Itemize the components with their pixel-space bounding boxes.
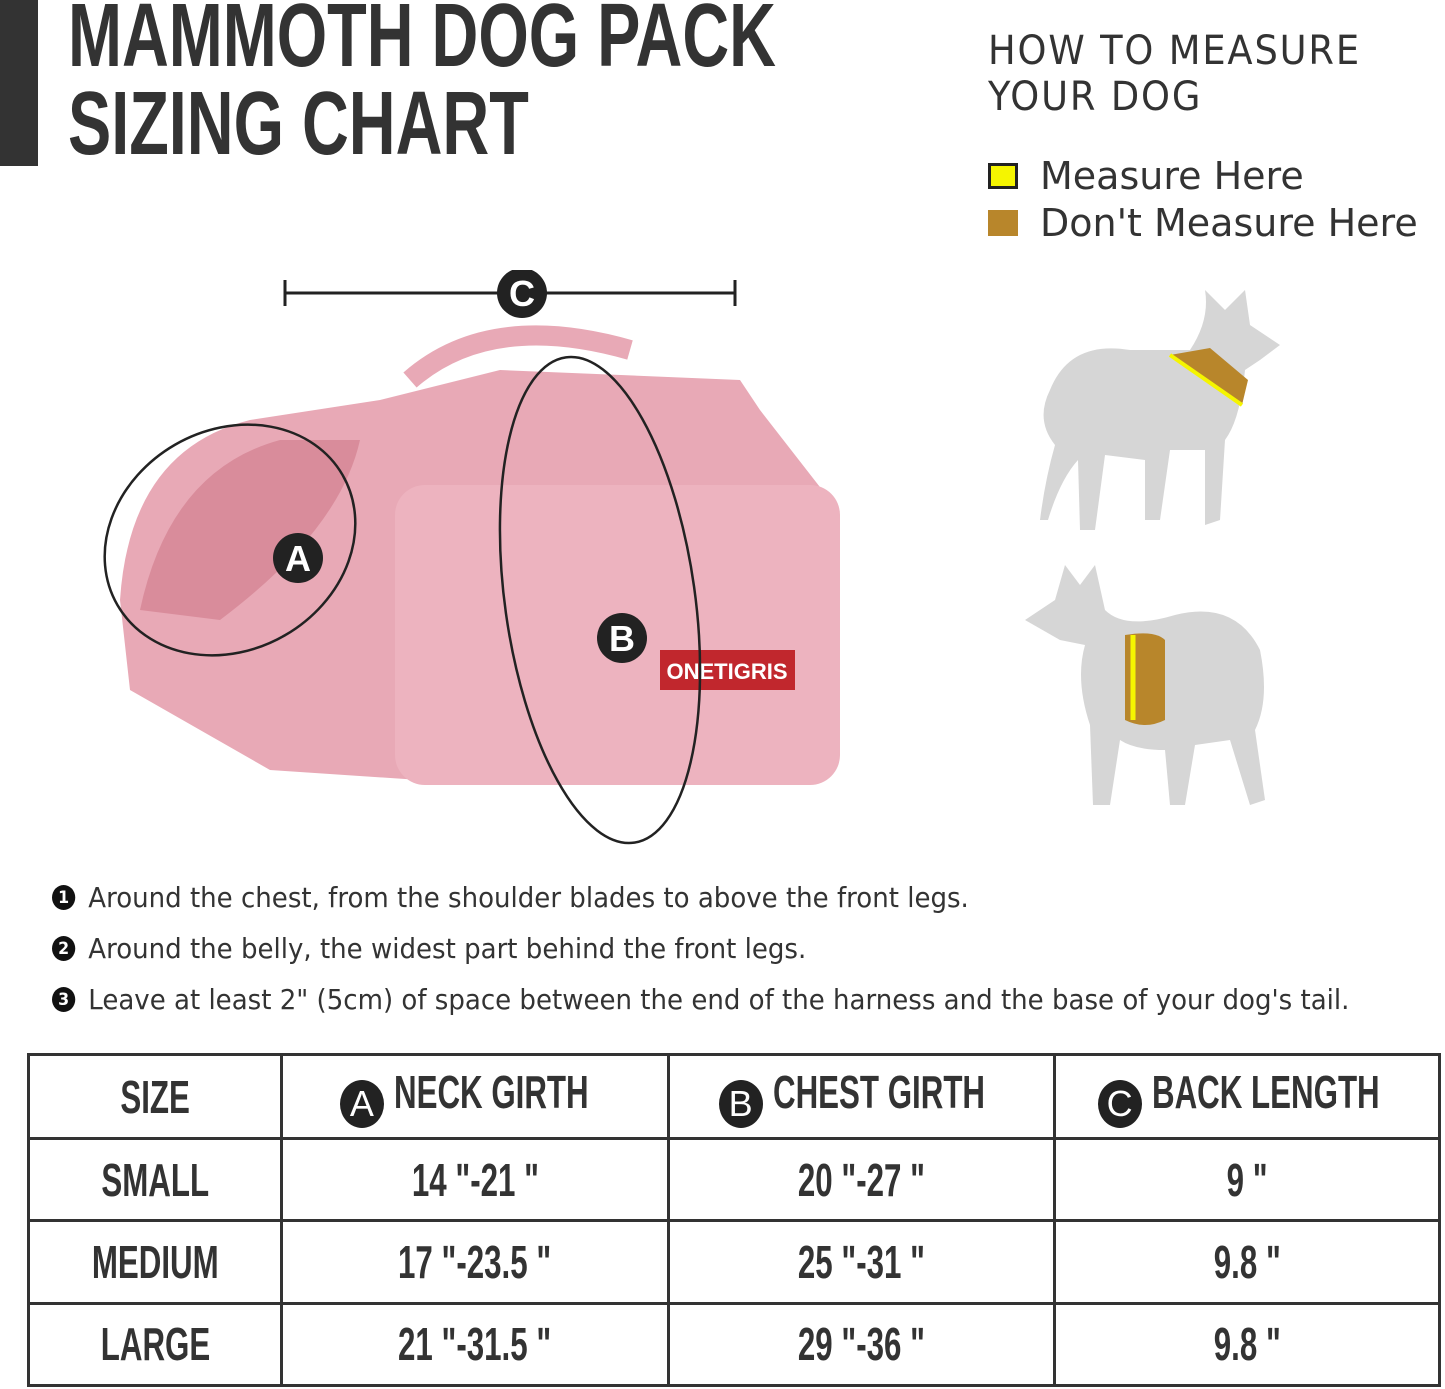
header-chest-girth: B CHEST GIRTH (667, 1053, 1056, 1140)
table-row: SMALL 14 "-21 " 20 "-27 " 9 " (27, 1136, 1441, 1223)
cell-size: SMALL (27, 1136, 283, 1223)
title-line-2: SIZING CHART (68, 74, 529, 174)
badge-b-icon: B (718, 1079, 763, 1128)
badge-a-icon: A (339, 1079, 384, 1128)
instruction-text: Leave at least 2" (5cm) of space between… (88, 983, 1350, 1016)
marker-c-icon: C (497, 270, 547, 318)
legend-label: Measure Here (1040, 154, 1304, 198)
dog-neck-illustration (1040, 290, 1280, 530)
table-row: LARGE 21 "-31.5 " 29 "-36 " 9.8 " (27, 1301, 1441, 1388)
table-row: MEDIUM 17 "-23.5 " 25 "-31 " 9.8 " (27, 1219, 1441, 1305)
instruction-text: Around the belly, the widest part behind… (88, 932, 807, 965)
legend-dont-measure-here: Don't Measure Here (988, 201, 1418, 245)
cell-back: 9.8 " (1053, 1301, 1441, 1388)
dog-silhouette-icon (1040, 290, 1280, 530)
cell-neck: 21 "-31.5 " (280, 1301, 670, 1388)
instruction-item: 1 Around the chest, from the shoulder bla… (52, 872, 1349, 923)
measure-title-line-2: YOUR DOG (988, 74, 1203, 120)
legend-label: Don't Measure Here (1040, 201, 1418, 245)
dog-pack-diagram: ONETIGRIS C A B (103, 270, 840, 845)
svg-text:A: A (285, 538, 311, 579)
svg-text:B: B (609, 618, 635, 659)
measure-title-line-1: HOW TO MEASURE (988, 28, 1361, 74)
dog-chest-illustration (1025, 565, 1265, 805)
brand-label: ONETIGRIS (666, 659, 787, 684)
size-table: SIZE A NECK GIRTH B CHEST GIRTH C BACK LENG… (27, 1053, 1441, 1388)
marker-b-icon: B (597, 613, 647, 663)
instructions-list: 1 Around the chest, from the shoulder bla… (52, 872, 1445, 1025)
cell-chest: 29 "-36 " (667, 1301, 1056, 1388)
cell-neck: 14 "-21 " (280, 1136, 670, 1223)
yellow-swatch-icon (988, 163, 1018, 189)
table-header-row: SIZE A NECK GIRTH B CHEST GIRTH C BACK LENG… (27, 1053, 1441, 1140)
how-to-measure-title: HOW TO MEASURE YOUR DOG (988, 28, 1361, 120)
svg-text:C: C (509, 273, 535, 314)
page-title: MAMMOTH DOG PACK SIZING CHART (68, 0, 1051, 174)
bullet-number-icon: 3 (52, 987, 76, 1012)
header-size: SIZE (27, 1053, 283, 1140)
cell-back: 9 " (1053, 1136, 1441, 1223)
neck-girth-ring (103, 423, 357, 657)
instruction-item: 3 Leave at least 2" (5cm) of space betwee… (52, 974, 1349, 1025)
cell-size: MEDIUM (27, 1219, 283, 1305)
cell-back: 9.8 " (1053, 1219, 1441, 1305)
title-line-1: MAMMOTH DOG PACK (68, 0, 776, 86)
header-back-length: C BACK LENGTH (1053, 1053, 1441, 1140)
cell-size: LARGE (27, 1301, 283, 1388)
brand-patch (660, 650, 795, 690)
chest-girth-ring (498, 355, 702, 845)
pack-handle (403, 325, 633, 388)
tape-measure-icon (1168, 353, 1244, 407)
cell-chest: 20 "-27 " (667, 1136, 1056, 1223)
cell-neck: 17 "-23.5 " (280, 1219, 670, 1305)
badge-c-icon: C (1097, 1079, 1142, 1128)
title-accent-bar (0, 0, 38, 166)
bullet-number-icon: 1 (52, 885, 76, 910)
header-neck-girth: A NECK GIRTH (280, 1053, 670, 1140)
instruction-text: Around the chest, from the shoulder blad… (88, 881, 969, 914)
instruction-item: 2 Around the belly, the widest part behin… (52, 923, 1349, 974)
brown-swatch-icon (988, 210, 1018, 236)
collar-icon (1170, 348, 1248, 405)
marker-a-icon: A (273, 533, 323, 583)
cell-chest: 25 "-31 " (667, 1219, 1056, 1305)
bullet-number-icon: 2 (52, 936, 76, 961)
legend-measure-here: Measure Here (988, 154, 1304, 198)
